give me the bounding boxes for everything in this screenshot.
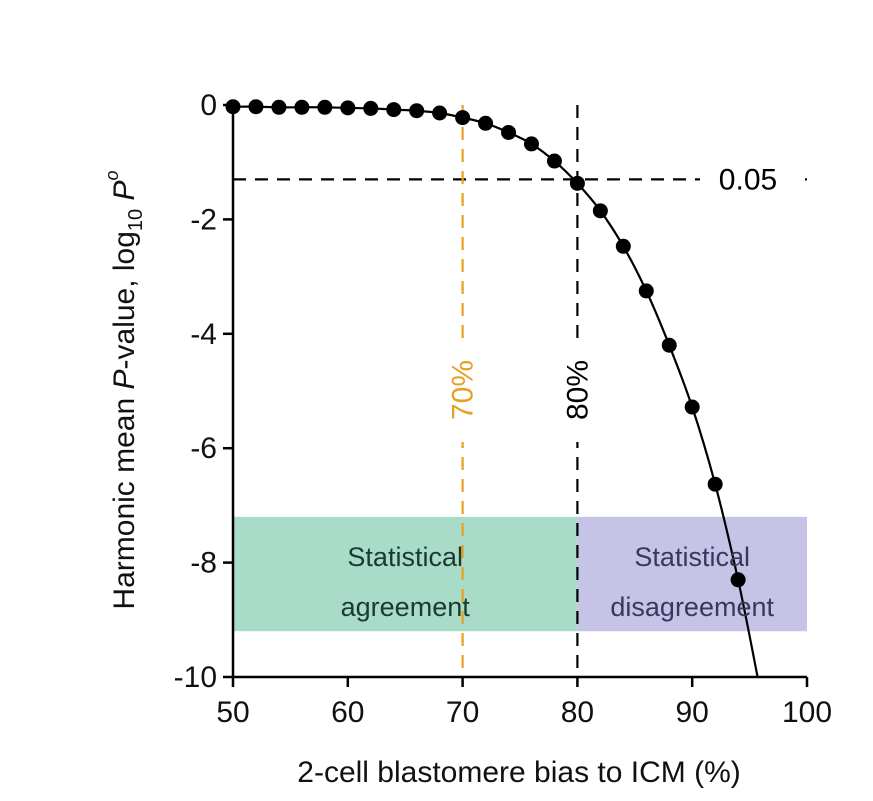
y-tick-label: 0 [200, 89, 217, 122]
data-point [684, 399, 700, 415]
data-point [707, 476, 723, 492]
reference-labels: 0.05 80% 70% [442, 157, 796, 442]
data-point [386, 102, 402, 118]
data-point [569, 175, 585, 191]
data-point [615, 238, 631, 254]
x-tick-label: 90 [676, 696, 709, 729]
data-point [432, 105, 448, 121]
y-tick-label: -6 [190, 432, 217, 465]
reference-label: 80% [561, 360, 594, 420]
data-point [661, 337, 677, 353]
x-tick-label: 80 [561, 696, 594, 729]
data-point [271, 99, 287, 115]
region-0 [233, 516, 578, 632]
x-axis-title: 2-cell blastomere bias to ICM (%) [297, 756, 740, 789]
data-point [317, 99, 333, 115]
x-tick-label: 50 [216, 696, 249, 729]
data-point [294, 99, 310, 115]
region-label-1: disagreement [610, 592, 774, 622]
data-point [730, 572, 746, 588]
reference-label-bg [700, 157, 796, 202]
y-tick-label: -10 [174, 661, 217, 694]
y-tick-label: -8 [190, 547, 217, 580]
data-point [340, 100, 356, 116]
region-1 [577, 516, 807, 632]
reference-label: 70% [447, 360, 480, 420]
shaded-regions [233, 516, 807, 632]
reference-label-bg [557, 338, 598, 442]
data-point [523, 136, 539, 152]
data-point [638, 283, 654, 299]
region-labels: Statistical agreement Statistical disagreem… [341, 542, 775, 622]
region-label-0: Statistical [347, 542, 463, 572]
data-point [455, 110, 471, 126]
data-series [225, 99, 759, 678]
data-point [225, 99, 241, 115]
region-label-0: agreement [341, 592, 471, 622]
data-point [501, 124, 517, 140]
region-label-1: Statistical [634, 542, 750, 572]
data-point [363, 100, 379, 116]
x-tick-label: 60 [331, 696, 364, 729]
data-point [546, 153, 562, 169]
reference-label-bg [442, 338, 483, 442]
data-point [478, 115, 494, 131]
data-point [248, 99, 264, 115]
data-point [592, 203, 608, 219]
reference-label: 0.05 [719, 163, 777, 196]
data-point [409, 103, 425, 119]
y-tick-label: -4 [190, 318, 217, 351]
x-tick-label: 100 [782, 696, 832, 729]
x-tick-label: 70 [446, 696, 479, 729]
y-axis-title: Harmonic mean P-value, log10 Po [102, 170, 147, 609]
y-tick-label: -2 [190, 203, 217, 236]
